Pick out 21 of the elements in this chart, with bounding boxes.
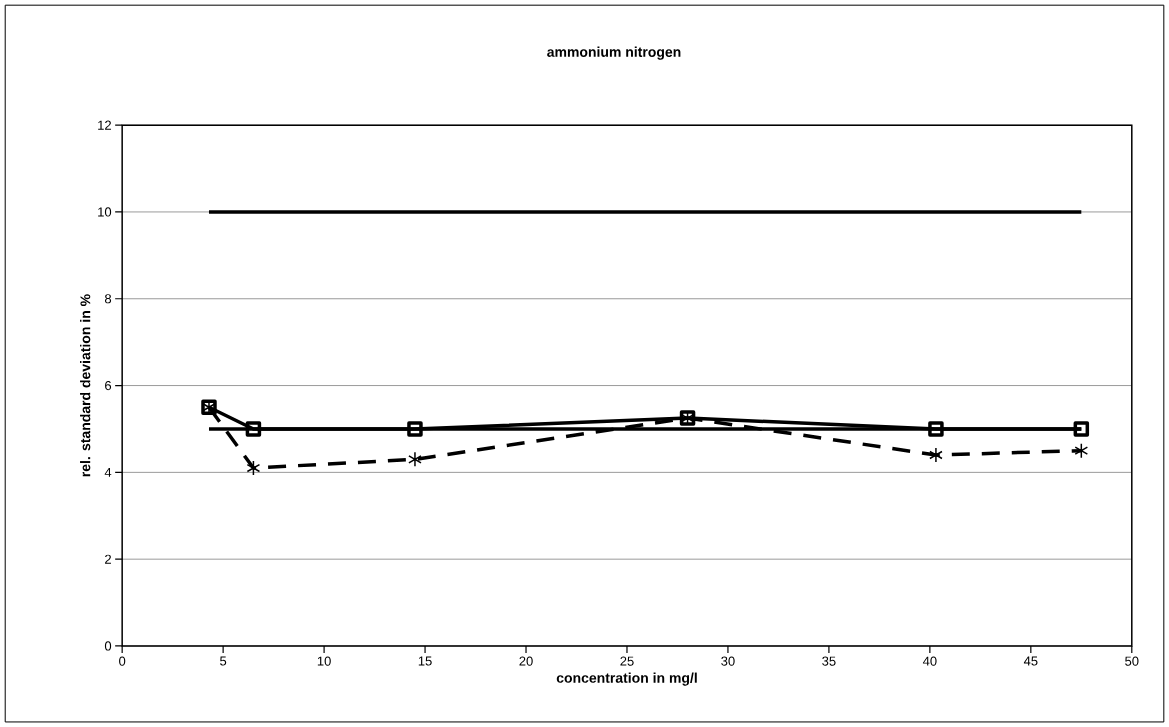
x-tick-label: 15 — [418, 656, 432, 666]
x-tick-label: 0 — [119, 656, 126, 666]
x-tick-label: 25 — [620, 656, 634, 666]
x-tick-label: 20 — [519, 656, 533, 666]
y-tick-label: 0 — [104, 641, 112, 651]
chart-title: ammonium nitrogen — [547, 46, 681, 60]
x-tick-label: 40 — [922, 656, 937, 666]
x-tick-label: 35 — [822, 656, 836, 666]
x-tick-label: 5 — [220, 656, 227, 666]
y-tick-label: 8 — [104, 294, 112, 304]
y-tick-label: 10 — [98, 207, 112, 217]
y-tick-label: 12 — [98, 120, 111, 130]
x-tick-label: 50 — [1125, 656, 1139, 666]
x-tick-label: 30 — [721, 656, 735, 666]
y-tick-label: 2 — [105, 554, 111, 564]
x-tick-label: 45 — [1023, 656, 1038, 666]
x-tick-label: 10 — [317, 656, 331, 666]
y-axis-title: rel. standard deviation in % — [80, 294, 91, 477]
y-tick-label: 4 — [104, 467, 112, 477]
y-tick-label: 6 — [105, 380, 112, 391]
x-axis-title: concentration in mg/l — [556, 672, 697, 686]
